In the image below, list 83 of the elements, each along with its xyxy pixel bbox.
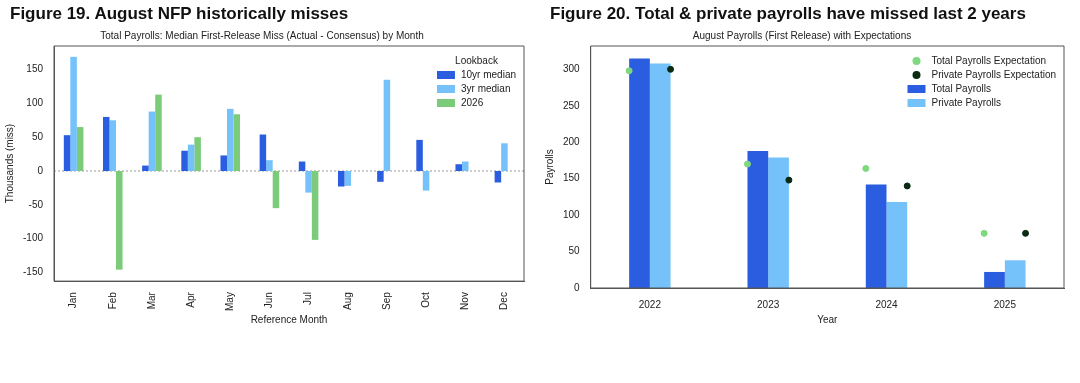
legend-label: Total Payrolls [931,82,991,94]
bar [416,139,423,171]
y-axis-title: Payrolls [543,149,555,185]
x-axis-title: Reference Month [250,313,328,325]
chart-subtitle: Total Payrolls: Median First-Release Miss (Actual - Consensus) by Month [100,29,424,41]
bar [344,170,352,186]
bar [377,170,384,182]
x-tick-label: Aug [341,292,353,310]
x-tick-label: Dec [498,292,510,310]
chart-title: Figure 20. Total & private payrolls have missed last 2 years [549,3,1027,25]
bar [455,164,462,171]
bar [629,58,650,288]
bar [142,165,149,171]
x-tick-label: Jun [263,292,275,309]
bar [337,170,345,187]
bar [187,144,195,171]
legend-label: 10yr median [460,68,516,80]
x-tick-label: 2022 [638,298,662,310]
bar [266,160,273,171]
bar [422,170,430,191]
y-tick-label: 300 [563,63,581,75]
bar [102,116,110,171]
y-tick-label: -50 [28,198,44,210]
y-tick-label: 200 [563,135,581,147]
chart-title: Figure 19. August NFP historically misses [9,3,350,25]
bar [116,170,123,270]
bar [76,127,84,171]
bar [220,155,227,171]
legend-title: Lookback [455,54,499,66]
legend-label: Total Payrolls Expectation [931,54,1047,66]
bar [272,170,280,209]
x-tick-label: Apr [184,291,196,308]
bar [181,150,188,171]
y-tick-label: -100 [23,232,44,244]
y-tick-label: 50 [568,245,581,257]
bar [383,79,391,171]
chart-subtitle: August Payrolls (First Release) with Expectations [692,29,912,41]
bar [649,63,671,288]
bar [768,157,789,288]
x-tick-label: Nov [459,292,470,310]
y-tick-label: 250 [563,99,581,111]
x-tick-label: 2023 [757,298,780,310]
bar [461,161,469,171]
y-tick-label: 150 [563,172,581,184]
x-tick-label: Mar [145,291,157,310]
bar [148,111,156,171]
bar [886,201,908,288]
y-axis-title: Thousands (miss) [3,123,15,204]
bar [747,150,769,288]
x-tick-label: 2024 [875,298,899,310]
y-tick-label: 50 [31,130,44,142]
y-tick-label: 0 [37,164,44,176]
x-tick-label: 2025 [993,298,1017,310]
bar [984,271,1005,288]
bar [311,170,319,240]
bar [865,184,887,288]
y-tick-label: 0 [574,281,581,293]
y-tick-label: -150 [23,266,44,278]
bar [1004,260,1026,288]
x-tick-label: May [224,292,236,312]
bar [109,120,117,171]
bar [194,137,201,171]
legend-label: Private Payrolls [931,96,1001,108]
bar [305,170,312,193]
legend-label: 2026 [460,96,484,108]
bar [70,56,77,171]
bar [227,108,234,171]
bar [501,143,508,171]
bar [259,134,267,171]
x-axis-title: Year [817,313,839,325]
bar [155,94,162,171]
y-tick-label: 100 [563,208,581,220]
x-tick-label: Jan [67,292,79,309]
legend-label: Private Payrolls Expectation [931,68,1057,80]
legend-label: 3yr median [460,82,511,94]
x-tick-label: Oct [419,291,431,308]
y-tick-label: 150 [26,63,44,75]
x-tick-label: Jul [302,292,314,305]
x-tick-label: Feb [106,291,118,310]
bar [63,135,71,171]
bar [233,114,241,171]
y-tick-label: 100 [26,97,44,109]
x-tick-label: Sep [380,291,392,310]
